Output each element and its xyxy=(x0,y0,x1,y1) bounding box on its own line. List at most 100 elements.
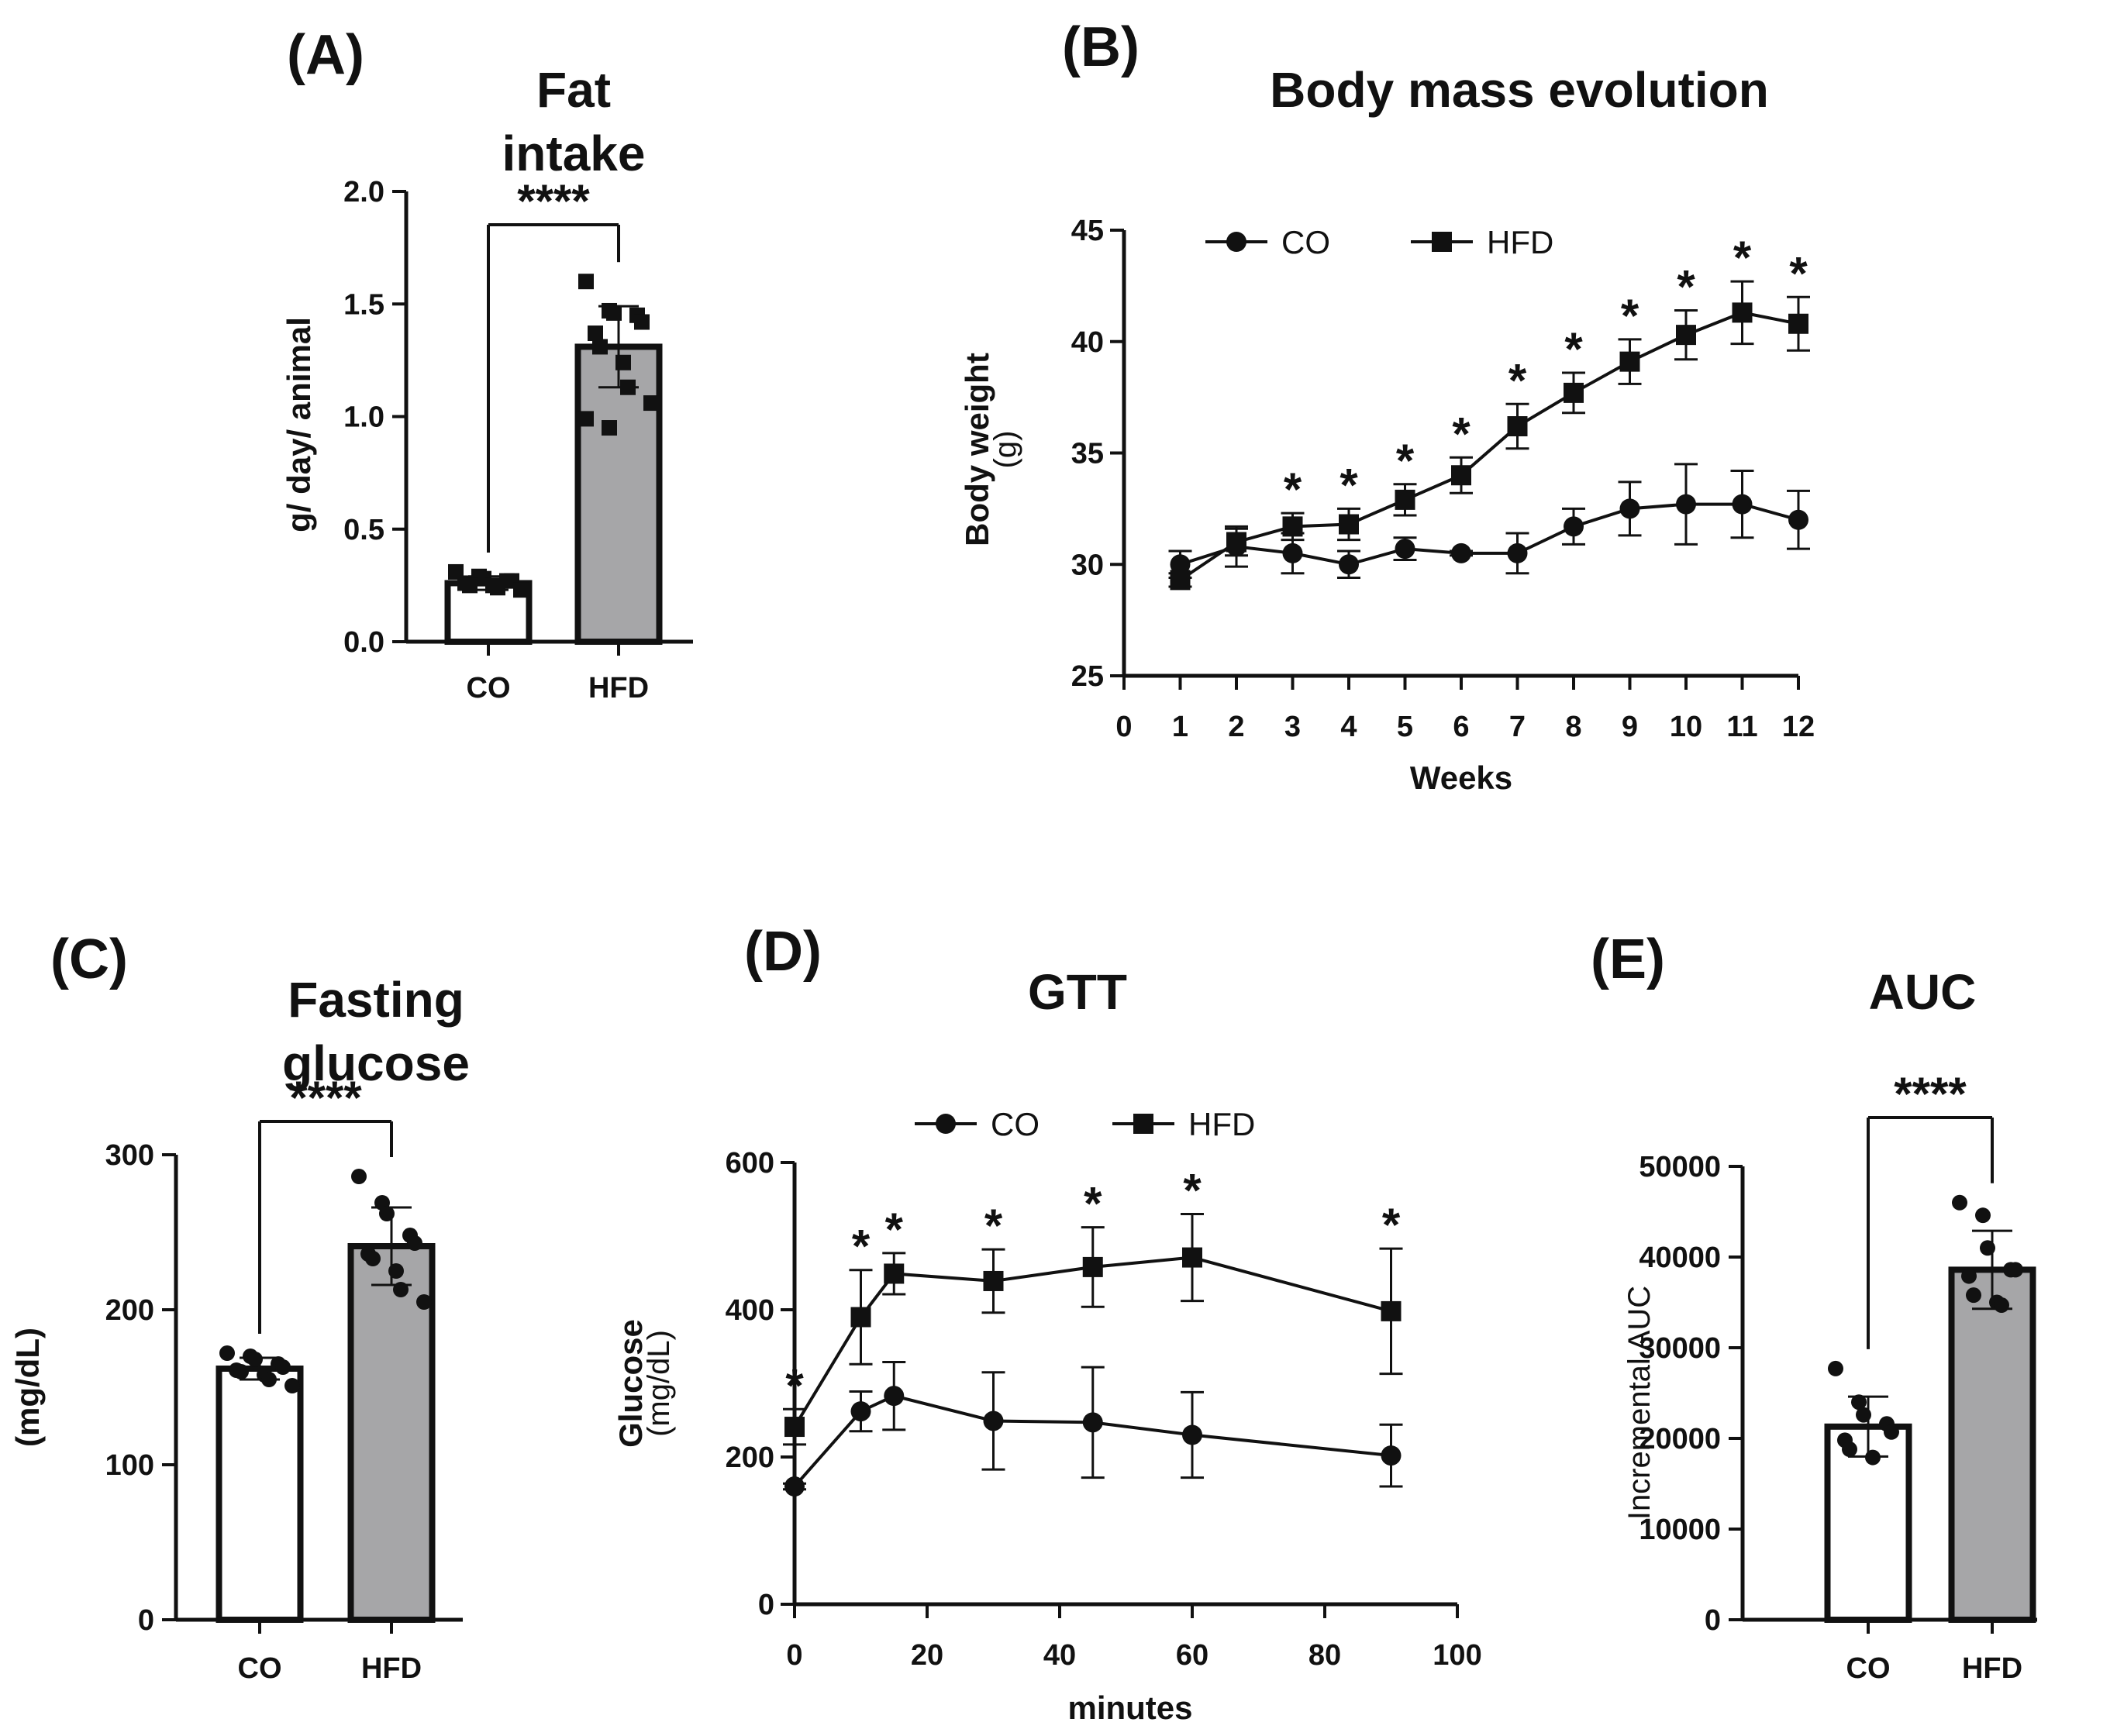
data-point xyxy=(1952,1194,1967,1211)
x-tick-label: 1 xyxy=(1172,711,1188,743)
panel-label: (B) xyxy=(1062,16,1140,78)
series-co xyxy=(1168,463,1810,579)
y-tick-label: 2.0 xyxy=(343,176,384,208)
bar-co xyxy=(215,1366,304,1623)
legend-marker-co xyxy=(1226,232,1246,252)
data-point xyxy=(850,1401,871,1422)
data-point xyxy=(284,1378,300,1393)
bar-hfd xyxy=(574,343,663,645)
significance-marker: **** xyxy=(517,175,590,227)
x-tick-label: 9 xyxy=(1622,711,1638,743)
significance-marker: * xyxy=(885,1204,904,1256)
y-tick-label: 0.5 xyxy=(343,514,384,546)
x-tick-label: 2 xyxy=(1228,711,1244,743)
y-tick-label: 0 xyxy=(138,1604,154,1637)
data-point xyxy=(1842,1442,1857,1458)
series-line xyxy=(1179,502,1799,567)
data-point xyxy=(1282,542,1303,563)
data-point xyxy=(393,1282,409,1297)
x-tick-label: 5 xyxy=(1397,711,1413,743)
data-point xyxy=(1676,325,1696,346)
x-tick-label: CO xyxy=(238,1652,282,1685)
x-tick-label: 7 xyxy=(1509,711,1526,743)
significance-marker: * xyxy=(1789,247,1808,299)
y-tick-label: 25 xyxy=(1071,660,1104,693)
data-point xyxy=(275,1359,291,1375)
data-point xyxy=(578,411,594,427)
data-point xyxy=(1082,1256,1103,1277)
y-tick-label: 200 xyxy=(726,1442,774,1474)
series-co xyxy=(783,1360,1403,1497)
legend-label: CO xyxy=(1281,224,1330,260)
significance-marker: * xyxy=(1452,408,1471,460)
data-point xyxy=(1339,554,1359,575)
data-point xyxy=(1788,313,1808,334)
data-point xyxy=(1564,382,1584,403)
y-axis-label: g/ day/ animal xyxy=(281,317,317,532)
x-tick-label: 4 xyxy=(1340,711,1357,743)
data-point xyxy=(1828,1360,1843,1376)
y-tick-label: 35 xyxy=(1071,438,1104,470)
data-point xyxy=(634,314,650,330)
y-tick-label: 1.0 xyxy=(343,401,384,434)
x-tick-label: 6 xyxy=(1453,711,1469,743)
x-tick-label: HFD xyxy=(588,672,649,704)
y-axis-label: Incremental AUC xyxy=(1622,1286,1657,1520)
data-point xyxy=(1865,1449,1881,1466)
data-point xyxy=(490,580,505,596)
y-tick-label: 40000 xyxy=(1639,1242,1721,1274)
data-point xyxy=(1082,1412,1103,1433)
data-point xyxy=(1339,514,1359,535)
x-tick-label: HFD xyxy=(361,1652,422,1685)
x-tick-label: 3 xyxy=(1284,711,1301,743)
y-axis-label: (mg/dL) xyxy=(9,1328,46,1447)
panel-label: (C) xyxy=(50,928,128,990)
data-point xyxy=(1282,516,1303,537)
legend-marker-co xyxy=(936,1114,956,1134)
significance-marker: **** xyxy=(1894,1068,1967,1120)
bar-chart-a: (A) Fat intake 0.0 0.5 1.0 1.5 2.0 g/ day/ anima… xyxy=(281,24,693,704)
data-point xyxy=(1676,494,1696,515)
chart-title: AUC xyxy=(1869,964,1977,1020)
data-point xyxy=(1395,539,1415,560)
data-point xyxy=(592,339,608,355)
data-point xyxy=(1994,1297,2009,1314)
significance-marker: * xyxy=(1284,463,1302,515)
data-point xyxy=(513,582,529,598)
data-point xyxy=(247,1352,263,1367)
data-point xyxy=(388,1263,404,1279)
significance-marker: * xyxy=(785,1359,804,1411)
bar-hfd xyxy=(1948,1266,2036,1623)
y-tick-label: 10000 xyxy=(1639,1514,1721,1546)
x-tick-label: CO xyxy=(467,672,511,704)
series-hfd xyxy=(1168,280,1810,591)
significance-marker: * xyxy=(1183,1165,1202,1217)
x-tick-label: 100 xyxy=(1433,1639,1481,1672)
data-point xyxy=(588,326,603,342)
data-point xyxy=(219,1345,235,1361)
data-point xyxy=(983,1270,1004,1291)
data-point xyxy=(620,379,636,395)
chart-title-line: Fat xyxy=(536,62,611,118)
significance-marker: * xyxy=(1564,323,1583,375)
data-point xyxy=(407,1235,422,1251)
data-point xyxy=(261,1372,277,1387)
data-point xyxy=(1507,416,1528,436)
data-point xyxy=(1170,554,1191,575)
data-point xyxy=(606,305,622,321)
legend-marker-hfd xyxy=(1432,232,1452,252)
chart-title-line: Fasting xyxy=(288,972,464,1028)
x-tick-label: 60 xyxy=(1176,1639,1208,1672)
data-point xyxy=(1851,1394,1867,1410)
x-tick-label: 80 xyxy=(1308,1639,1341,1672)
significance-marker: * xyxy=(852,1221,871,1273)
y-tick-label: 20000 xyxy=(1639,1423,1721,1455)
x-tick-label: CO xyxy=(1846,1652,1891,1685)
data-point xyxy=(1170,570,1191,591)
legend: CO HFD xyxy=(915,1106,1255,1142)
y-tick-label: 30 xyxy=(1071,549,1104,581)
data-point xyxy=(1732,494,1753,515)
data-point xyxy=(615,354,631,370)
y-axis-label: Body weight xyxy=(959,353,995,546)
